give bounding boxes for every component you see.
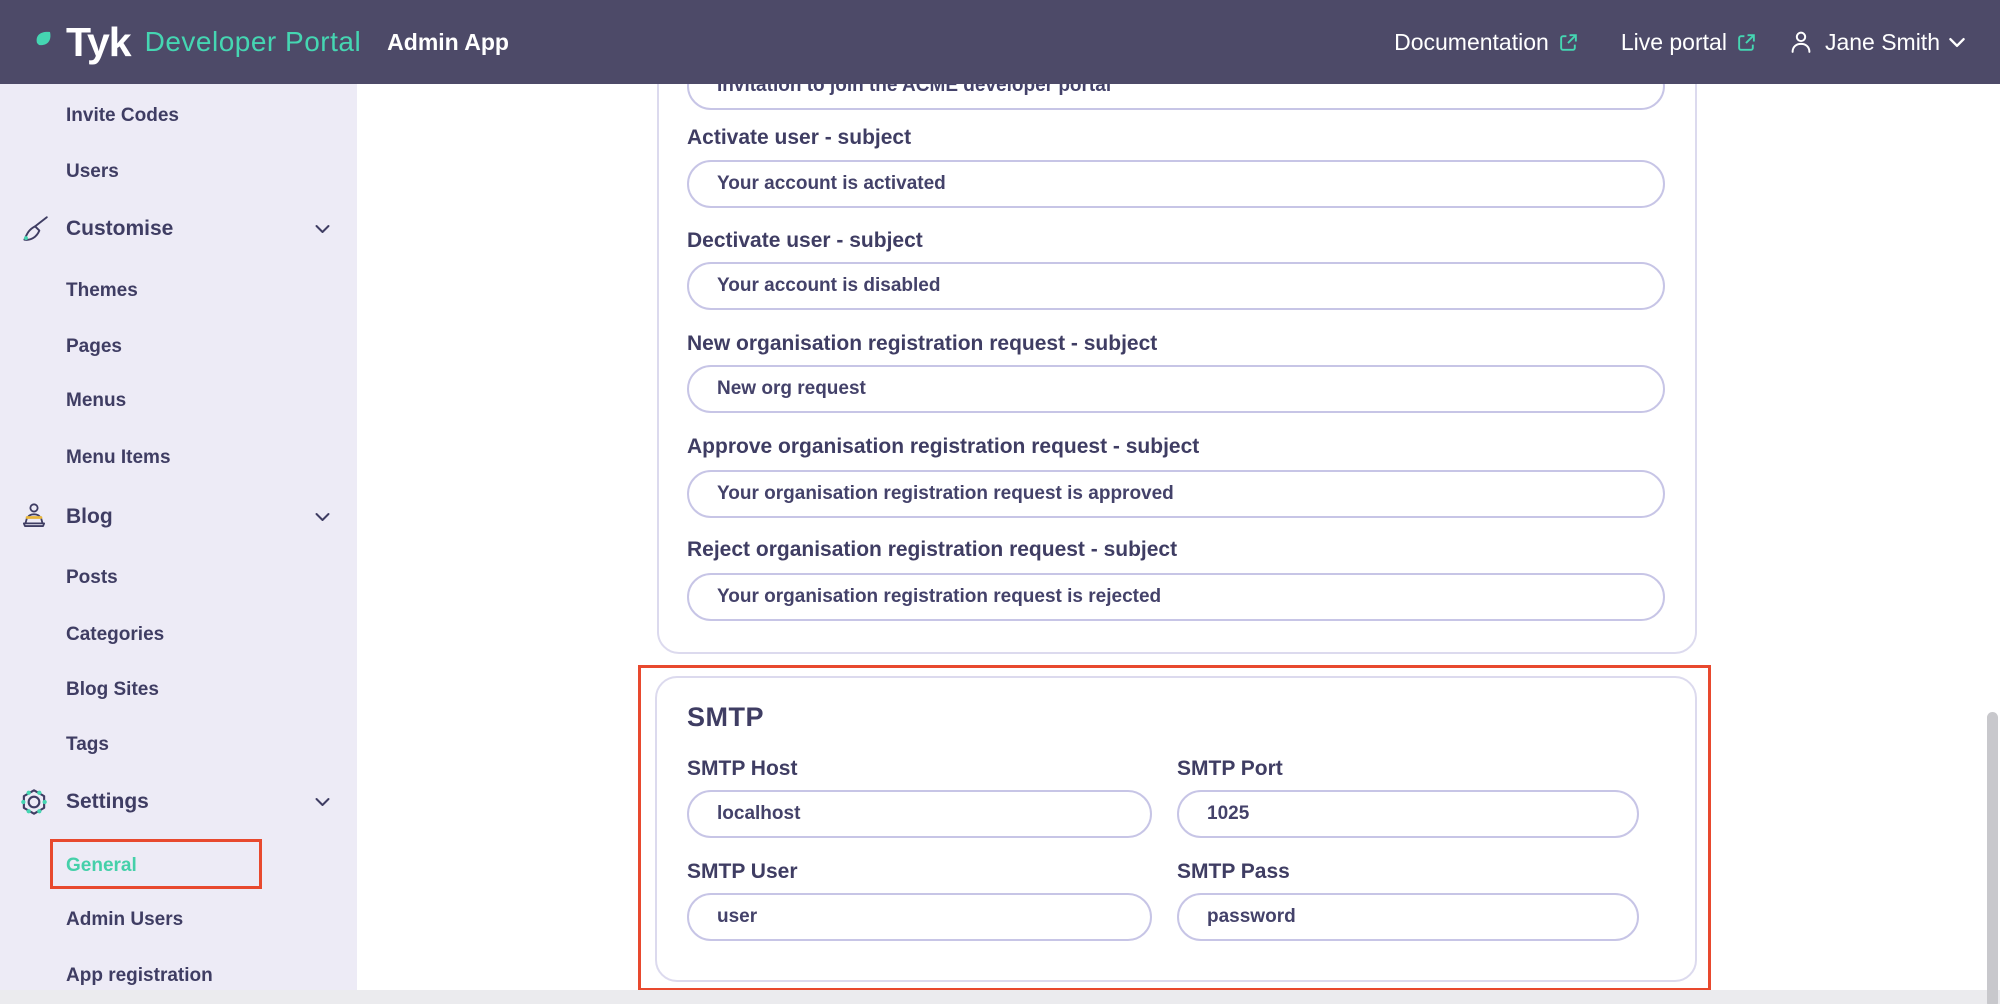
chevron-down-icon [314,797,331,807]
sidebar-item-label: Posts [66,567,118,588]
live-portal-link[interactable]: Live portal [1621,29,1757,56]
live-portal-link-label: Live portal [1620,28,1727,55]
smtp-port-input[interactable] [1177,790,1639,838]
new-org-request-label: New organisation registration request - … [687,332,1158,355]
sidebar-item-label: Invite Codes [66,105,179,126]
user-icon [1787,28,1815,56]
approve-org-request-label: Approve organisation registration reques… [687,435,1200,458]
external-link-icon [1558,32,1579,53]
reject-org-request-subject-input[interactable] [687,573,1665,621]
sidebar-item-categories[interactable]: Categories [0,615,357,655]
documentation-link-label: Documentation [1394,28,1549,55]
sidebar-item-app-registration[interactable]: App registration [0,956,357,996]
sidebar-item-label: App registration [66,965,213,986]
sidebar-item-label: Pages [66,336,122,357]
sidebar-section-label: Customise [66,217,174,240]
smtp-port-label: SMTP Port [1177,757,1283,780]
sidebar-section-label: Blog [66,505,113,528]
chevron-down-icon[interactable] [1948,37,1966,48]
smtp-host-label: SMTP Host [687,757,798,780]
smtp-pass-label: SMTP Pass [1177,860,1290,883]
blog-icon [18,501,50,533]
external-link-icon [1736,32,1757,53]
deactivate-user-subject-input[interactable] [687,262,1665,310]
sidebar-item-label: Menu Items [66,447,171,468]
sidebar-item-invite-codes[interactable]: Invite Codes [0,96,357,136]
chevron-down-icon [314,512,331,522]
sidebar-section-label: Settings [66,790,149,813]
smtp-user-label: SMTP User [687,860,798,883]
sidebar-item-label: Menus [66,390,127,411]
deactivate-user-label: Dectivate user - subject [687,229,923,252]
paintbrush-icon [18,213,50,245]
smtp-card: SMTP SMTP Host SMTP Port SMTP User SMTP … [655,676,1697,982]
smtp-user-input[interactable] [687,893,1152,941]
smtp-section-title: SMTP [687,702,765,732]
sidebar-item-label: Categories [66,624,165,645]
activate-user-label: Activate user - subject [687,126,912,149]
reject-org-request-label: Reject organisation registration request… [687,538,1178,561]
sidebar-item-admin-users[interactable]: Admin Users [0,900,357,940]
approve-org-request-subject-input[interactable] [687,470,1665,518]
header-actions: Documentation Live portal [1394,0,1966,84]
sidebar-item-label: General [66,855,137,876]
email-subjects-card: Activate user - subject Dectivate user -… [657,28,1697,654]
brand-app-label: Admin App [387,28,509,55]
sidebar-item-themes[interactable]: Themes [0,271,357,311]
sidebar-item-tags[interactable]: Tags [0,725,357,765]
gear-icon [18,786,50,818]
sidebar-section-blog[interactable]: Blog [0,497,357,537]
sidebar-nav: Invite Codes Users Customise Themes Page… [0,84,357,1004]
sidebar-item-label: Users [66,161,119,182]
sidebar-item-label: Admin Users [66,909,184,930]
sidebar-item-pages[interactable]: Pages [0,327,357,367]
top-bar: Tyk Developer Portal Admin App Documenta… [0,0,2000,84]
user-name: Jane Smith [1824,28,1940,55]
sidebar-item-menu-items[interactable]: Menu Items [0,438,357,478]
sidebar-item-users[interactable]: Users [0,152,357,192]
tyk-leaf-icon [34,30,60,54]
brand-product-name: Developer Portal [144,26,362,57]
smtp-host-input[interactable] [687,790,1152,838]
documentation-link[interactable]: Documentation [1394,29,1579,56]
new-org-request-subject-input[interactable] [687,365,1665,413]
sidebar-section-settings[interactable]: Settings [0,782,357,822]
sidebar-item-posts[interactable]: Posts [0,558,357,598]
vertical-scrollbar-thumb[interactable] [1987,712,1998,1004]
sidebar-item-label: Blog Sites [66,679,159,700]
brand-logo-text: Tyk [66,18,132,65]
brand[interactable]: Tyk Developer Portal Admin App [34,19,509,66]
activate-user-subject-input[interactable] [687,160,1665,208]
bottom-edge-strip [0,990,2000,1004]
sidebar-item-general[interactable]: General [0,846,357,886]
sidebar-item-blog-sites[interactable]: Blog Sites [0,670,357,710]
sidebar-item-menus[interactable]: Menus [0,381,357,421]
smtp-pass-input[interactable] [1177,893,1639,941]
sidebar-item-label: Tags [66,734,109,755]
sidebar-item-label: Themes [66,280,138,301]
sidebar-section-customise[interactable]: Customise [0,209,357,249]
chevron-down-icon [314,224,331,234]
